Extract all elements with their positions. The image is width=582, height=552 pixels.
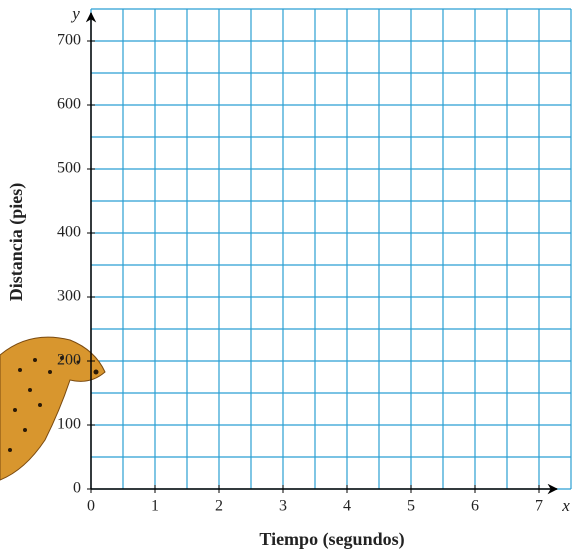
x-tick-label: 6	[471, 498, 479, 515]
x-tick-label: 1	[151, 498, 159, 515]
y-tick-label: 200	[57, 352, 81, 369]
x-tick-label: 2	[215, 498, 223, 515]
y-axis-title: Distancia (pies)	[6, 183, 27, 302]
y-tick-label: 500	[57, 160, 81, 177]
y-tick-label: 700	[57, 32, 81, 49]
axes: 0 1 2 3 4 5 6 7 0 100 200 300 400 500 600 700	[57, 11, 559, 515]
x-axis-letter: x	[561, 496, 570, 515]
y-axis-letter: y	[70, 4, 80, 23]
y-tick-label: 600	[57, 96, 81, 113]
y-tick-label: 100	[57, 416, 81, 433]
x-tick-label: 5	[407, 498, 415, 515]
x-tick-label: 7	[535, 498, 543, 515]
x-tick-label: 3	[279, 498, 287, 515]
x-tick-label: 0	[87, 498, 95, 515]
y-tick-label: 400	[57, 224, 81, 241]
x-tick-label: 4	[343, 498, 351, 515]
grid	[90, 8, 572, 490]
y-tick-label: 0	[73, 480, 81, 497]
cheetah-illustration	[0, 336, 106, 481]
x-axis-title: Tiempo (segundos)	[259, 529, 404, 550]
y-tick-label: 300	[57, 288, 81, 305]
